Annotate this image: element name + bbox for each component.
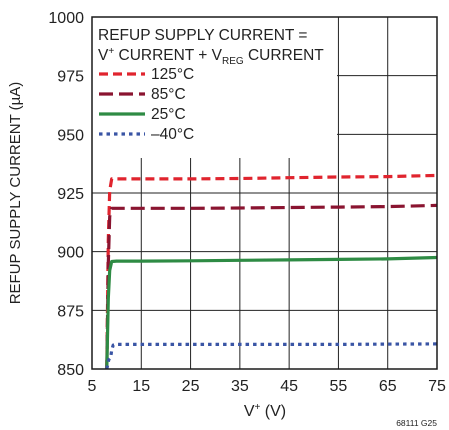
- legend-label-2: 25°C: [151, 106, 186, 123]
- y-tick-label: 925: [57, 186, 84, 203]
- legend-label-0: 125°C: [151, 66, 194, 83]
- x-tick-label: 35: [231, 378, 249, 395]
- x-axis-label: V+ (V): [244, 402, 286, 420]
- series-line-0: [105, 173, 438, 370]
- x-tick-label: 75: [428, 378, 446, 395]
- x-tick-label: 55: [330, 378, 348, 395]
- y-tick-label: 850: [57, 362, 84, 379]
- y-tick-label: 875: [57, 303, 84, 320]
- plot-frame: [91, 16, 438, 370]
- legend-background: [92, 17, 337, 158]
- series-line-3: [105, 342, 438, 370]
- series-layer: [105, 173, 438, 370]
- x-tick-label: 65: [379, 378, 397, 395]
- series-line-2: [105, 255, 438, 370]
- series-line-1: [105, 203, 438, 370]
- x-tick-label: 5: [88, 378, 97, 395]
- figure-code: 68111 G25: [396, 418, 437, 428]
- y-tick-label: 975: [57, 69, 84, 86]
- y-tick-labels: 850 875 900 925 950 975 1000: [48, 10, 84, 379]
- legend-title-line1: REFUP SUPPLY CURRENT =: [98, 27, 307, 44]
- y-tick-label: 950: [57, 127, 84, 144]
- legend-label-1: 85°C: [151, 86, 186, 103]
- legend: REFUP SUPPLY CURRENT = V+ CURRENT + VREG…: [92, 17, 337, 158]
- legend-label-3: –40°C: [151, 126, 194, 143]
- y-tick-label: 900: [57, 245, 84, 262]
- y-tick-label: 1000: [48, 10, 84, 27]
- x-tick-label: 25: [182, 378, 200, 395]
- x-tick-labels: 5 15 25 35 45 55 65 75: [88, 378, 446, 395]
- legend-items: 125°C 85°C 25°C –40°C: [99, 66, 194, 143]
- legend-title-line2: V+ CURRENT + VREG CURRENT: [98, 46, 324, 67]
- y-axis-label: REFUP SUPPLY CURRENT (µA): [7, 82, 24, 305]
- x-tick-label: 15: [132, 378, 150, 395]
- x-tick-label: 45: [280, 378, 298, 395]
